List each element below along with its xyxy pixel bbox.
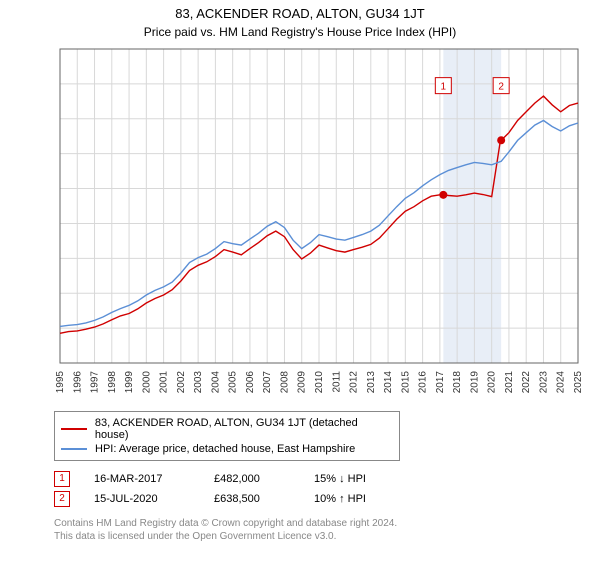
marker-date: 16-MAR-2017: [94, 473, 214, 485]
footer-line1: Contains HM Land Registry data © Crown c…: [54, 517, 600, 530]
svg-text:2025: 2025: [573, 371, 584, 394]
legend-box: 83, ACKENDER ROAD, ALTON, GU34 1JT (deta…: [54, 411, 400, 461]
marker-date: 15-JUL-2020: [94, 493, 214, 505]
svg-text:2: 2: [498, 82, 504, 93]
svg-text:2007: 2007: [262, 371, 273, 394]
legend-row: HPI: Average price, detached house, East…: [61, 442, 393, 456]
chart-title: 83, ACKENDER ROAD, ALTON, GU34 1JT: [0, 6, 600, 21]
svg-text:2009: 2009: [297, 371, 308, 394]
svg-text:2001: 2001: [159, 371, 170, 394]
footer-line2: This data is licensed under the Open Gov…: [54, 530, 600, 543]
legend-swatch: [61, 448, 87, 450]
legend-label: HPI: Average price, detached house, East…: [95, 443, 355, 455]
legend-label: 83, ACKENDER ROAD, ALTON, GU34 1JT (deta…: [95, 417, 393, 441]
legend-row: 83, ACKENDER ROAD, ALTON, GU34 1JT (deta…: [61, 416, 393, 442]
svg-text:2016: 2016: [418, 371, 429, 394]
marker-delta: 10% ↑ HPI: [314, 493, 414, 505]
marker-badge: 1: [54, 471, 70, 487]
svg-text:1998: 1998: [107, 371, 118, 394]
marker-table-row: 2 15-JUL-2020£638,50010% ↑ HPI: [54, 489, 600, 509]
chart-subtitle: Price paid vs. HM Land Registry's House …: [0, 25, 600, 39]
chart-area: £0£100K£200K£300K£400K£500K£600K£700K£80…: [54, 45, 584, 405]
svg-text:2002: 2002: [176, 371, 187, 394]
svg-text:2022: 2022: [521, 371, 532, 394]
svg-text:2011: 2011: [331, 371, 342, 393]
marker-table-row: 1 16-MAR-2017£482,00015% ↓ HPI: [54, 469, 600, 489]
marker-table: 1 16-MAR-2017£482,00015% ↓ HPI 2 15-JUL-202…: [54, 469, 600, 509]
svg-text:2023: 2023: [538, 371, 549, 394]
chart-svg: £0£100K£200K£300K£400K£500K£600K£700K£80…: [54, 45, 584, 405]
svg-text:2010: 2010: [314, 371, 325, 394]
svg-text:2021: 2021: [504, 371, 515, 394]
svg-text:2003: 2003: [193, 371, 204, 394]
svg-text:2020: 2020: [487, 371, 498, 394]
svg-text:2015: 2015: [400, 371, 411, 394]
svg-text:2019: 2019: [469, 371, 480, 394]
marker-price: £482,000: [214, 473, 314, 485]
svg-text:2005: 2005: [228, 371, 239, 394]
svg-text:1999: 1999: [124, 371, 135, 394]
svg-text:1995: 1995: [55, 371, 66, 394]
svg-text:2012: 2012: [349, 371, 360, 394]
legend-swatch: [61, 428, 87, 430]
svg-text:2014: 2014: [383, 371, 394, 394]
svg-text:2017: 2017: [435, 371, 446, 394]
svg-text:2013: 2013: [366, 371, 377, 394]
chart-container: 83, ACKENDER ROAD, ALTON, GU34 1JT Price…: [0, 6, 600, 566]
svg-text:2024: 2024: [556, 371, 567, 394]
svg-text:2006: 2006: [245, 371, 256, 394]
svg-text:2008: 2008: [279, 371, 290, 394]
svg-text:2018: 2018: [452, 371, 463, 394]
marker-badge: 2: [54, 491, 70, 507]
marker-price: £638,500: [214, 493, 314, 505]
svg-text:2004: 2004: [210, 371, 221, 394]
svg-text:2000: 2000: [141, 371, 152, 394]
marker-delta: 15% ↓ HPI: [314, 473, 414, 485]
footer-text: Contains HM Land Registry data © Crown c…: [54, 517, 600, 543]
svg-text:1997: 1997: [90, 371, 101, 394]
svg-text:1: 1: [441, 82, 447, 93]
svg-text:1996: 1996: [72, 371, 83, 394]
